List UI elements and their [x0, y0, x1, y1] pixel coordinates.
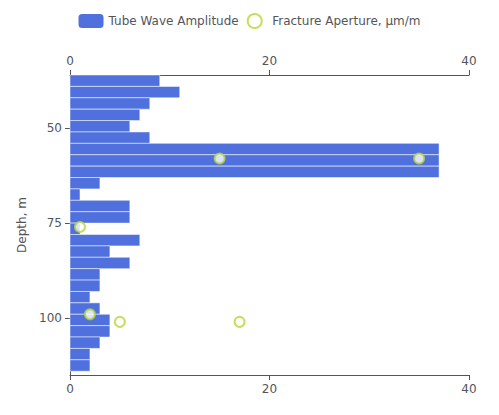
svg-text:Depth, m: Depth, m — [15, 197, 29, 253]
svg-text:100: 100 — [39, 311, 62, 325]
svg-text:75: 75 — [47, 216, 62, 230]
svg-text:Fracture Aperture, μm/m: Fracture Aperture, μm/m — [272, 14, 420, 28]
svg-text:0: 0 — [66, 54, 74, 68]
svg-text:40: 40 — [461, 382, 476, 396]
svg-text:40: 40 — [461, 54, 476, 68]
svg-text:20: 20 — [262, 382, 277, 396]
svg-text:Tube Wave Amplitude: Tube Wave Amplitude — [108, 14, 239, 28]
svg-text:20: 20 — [262, 54, 277, 68]
svg-text:50: 50 — [47, 121, 62, 135]
svg-text:0: 0 — [66, 382, 74, 396]
